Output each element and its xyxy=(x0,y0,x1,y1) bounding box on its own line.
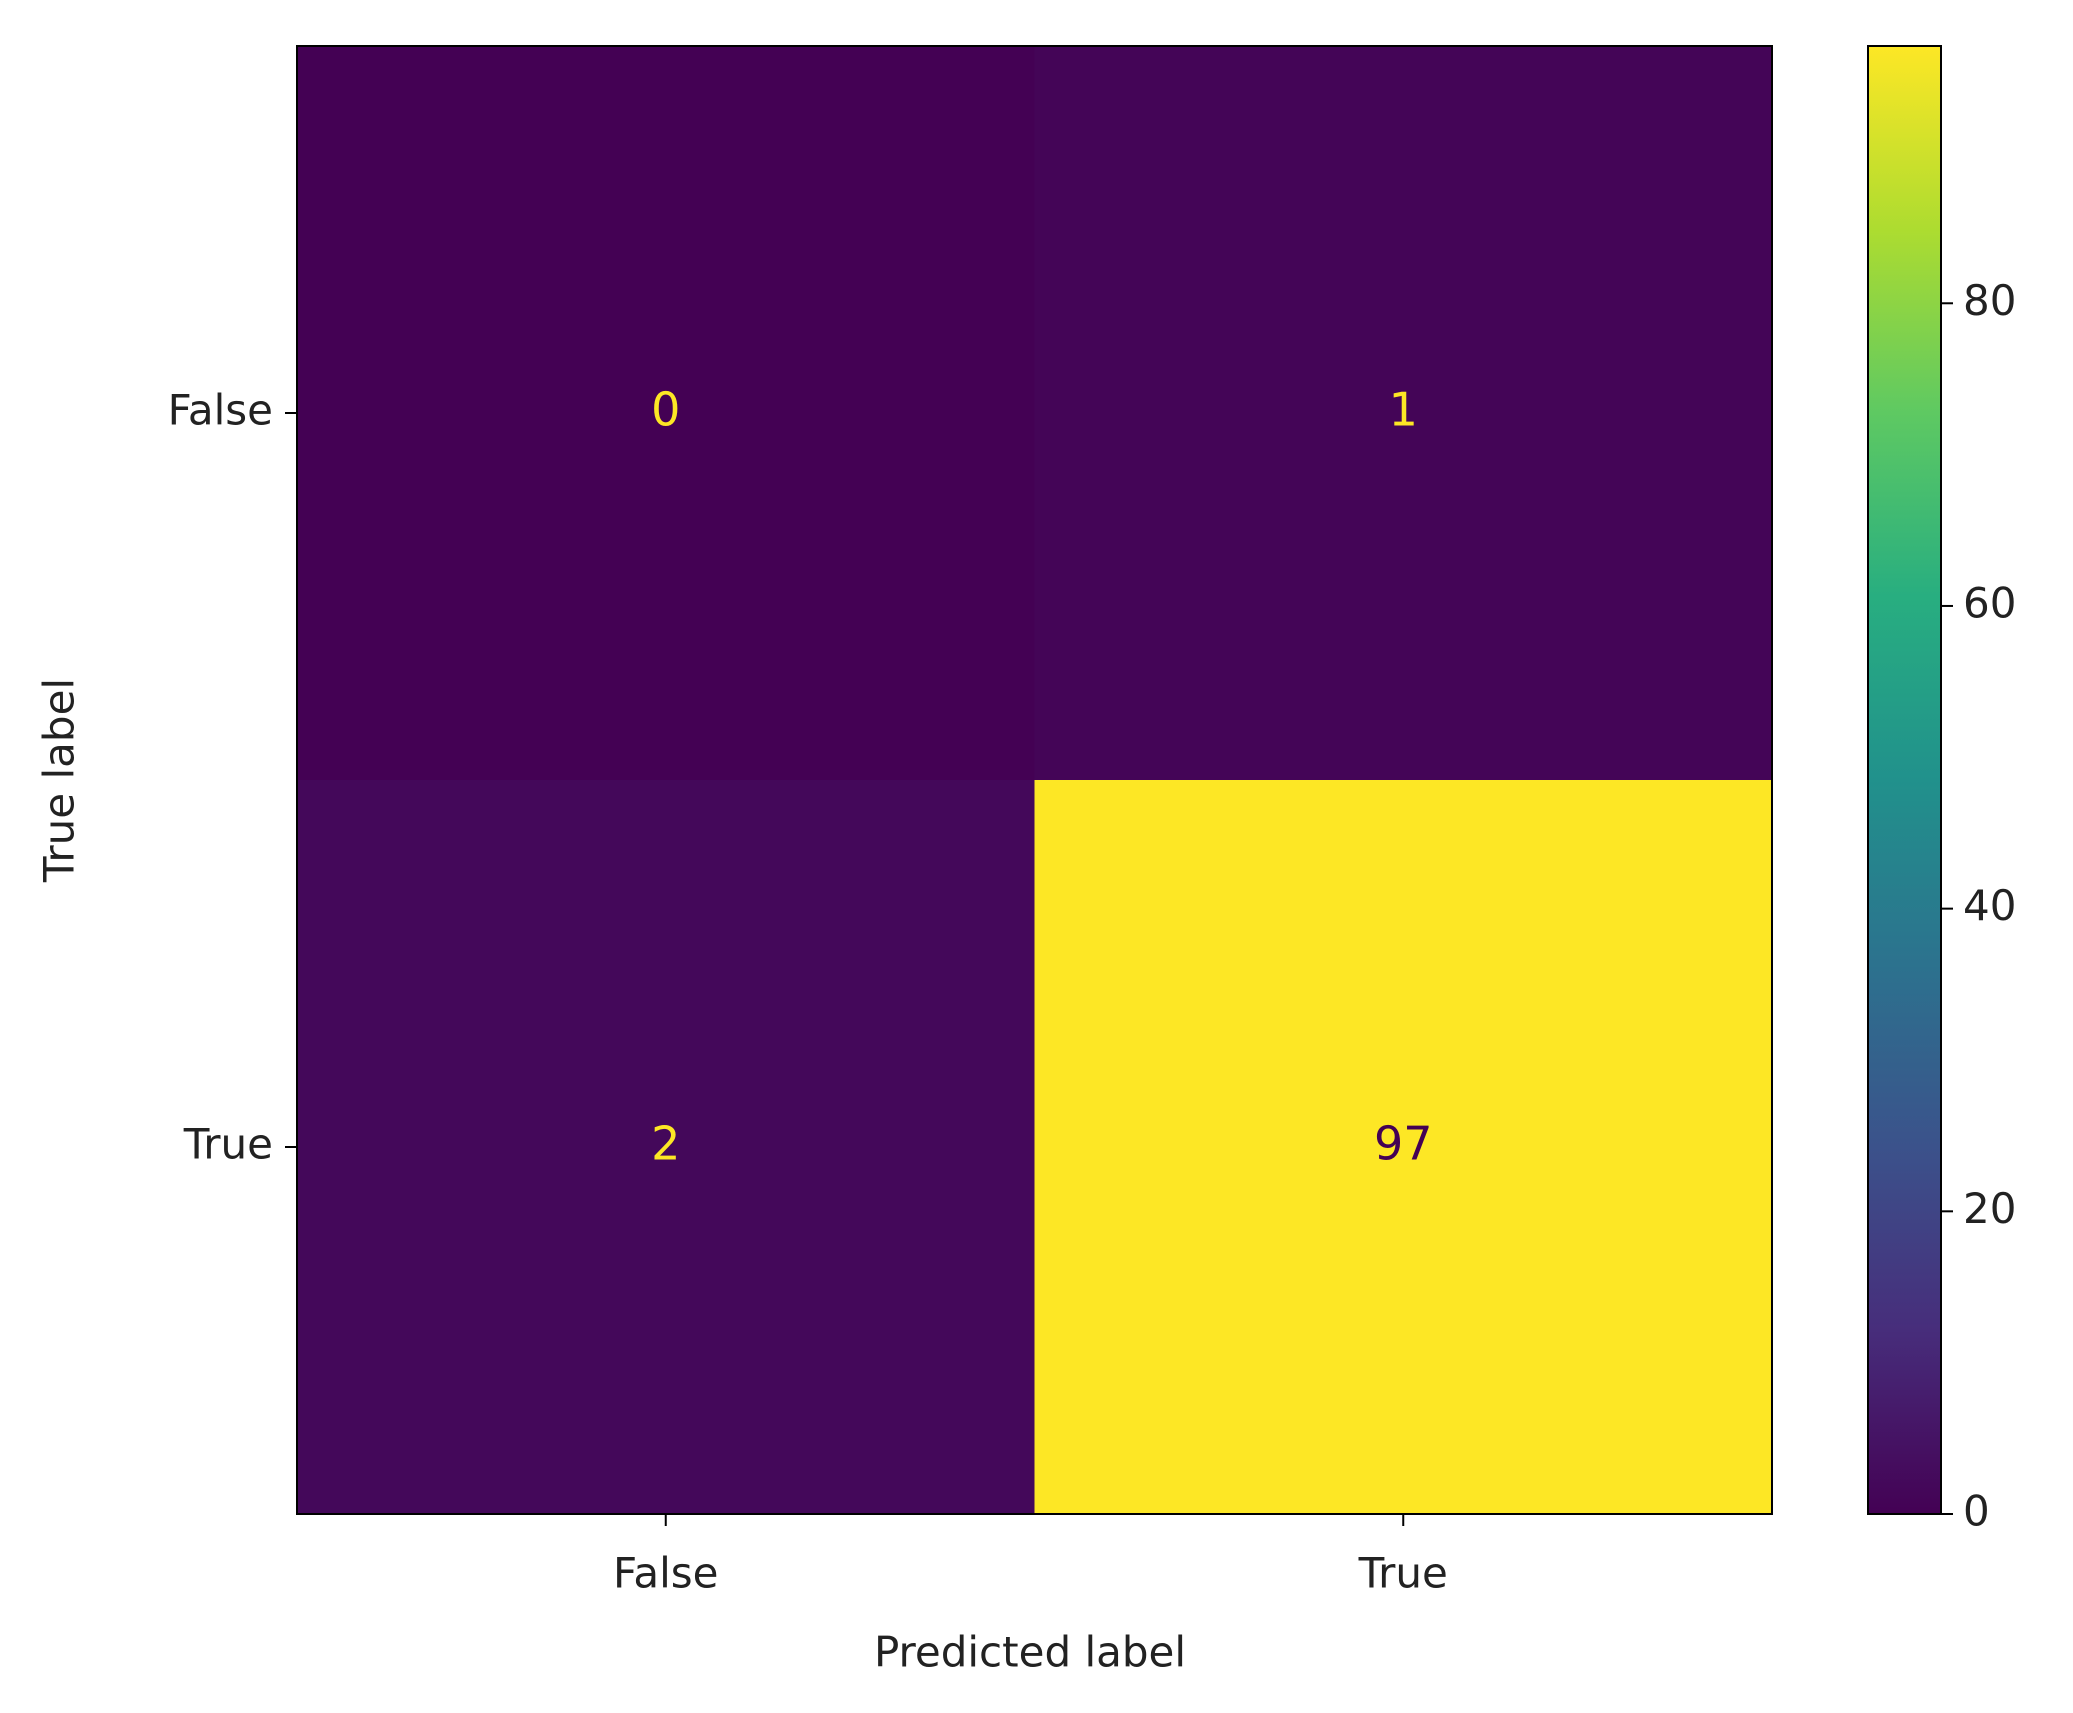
y-axis-label: True label xyxy=(35,678,84,883)
x-tick-label: True xyxy=(1358,1549,1448,1598)
colorbar xyxy=(1867,45,1942,1515)
heatmap-cell xyxy=(297,46,1035,780)
cell-label: 2 xyxy=(651,1117,680,1171)
heatmap-cell xyxy=(1034,780,1772,1514)
plot-frame xyxy=(296,45,1773,1515)
heatmap-cell xyxy=(297,780,1035,1514)
colorbar-tick-label: 80 xyxy=(1963,276,2016,325)
colorbar-tick-label: 40 xyxy=(1963,881,2016,930)
y-tick-label: False xyxy=(168,386,273,435)
colorbar-tick-label: 60 xyxy=(1963,578,2016,627)
y-tick-label: True xyxy=(183,1120,273,1169)
cell-label: 0 xyxy=(651,383,680,437)
cell-label: 97 xyxy=(1374,1117,1433,1171)
x-tick-label: False xyxy=(613,1549,718,1598)
heatmap-cell xyxy=(1034,46,1772,780)
colorbar-tick-label: 20 xyxy=(1963,1184,2016,1233)
colorbar-tick-label: 0 xyxy=(1963,1487,1990,1536)
cell-label: 1 xyxy=(1389,383,1418,437)
x-axis-label: Predicted label xyxy=(874,1628,1186,1677)
